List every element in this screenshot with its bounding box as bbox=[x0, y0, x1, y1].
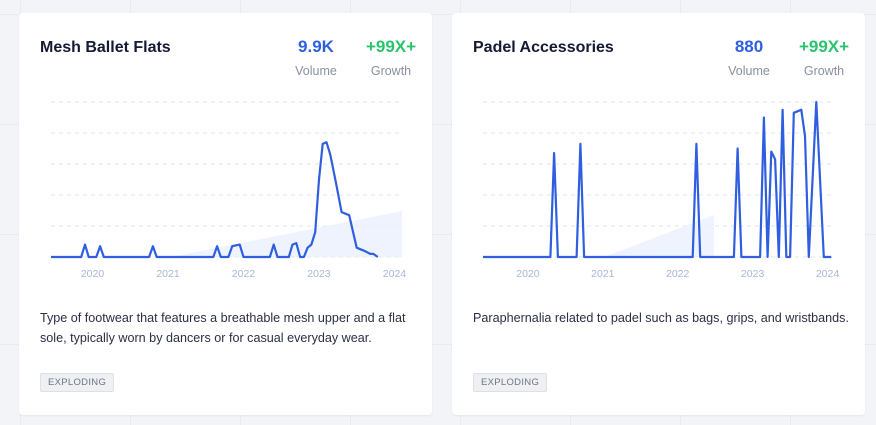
volume-metric: 880 Volume bbox=[714, 36, 784, 78]
volume-value: 880 bbox=[734, 37, 764, 56]
growth-value: +99X+ bbox=[365, 37, 417, 56]
card-title[interactable]: Mesh Ballet Flats bbox=[40, 39, 171, 56]
growth-metric: +99X+ Growth bbox=[784, 36, 864, 78]
trend-area bbox=[171, 211, 402, 257]
x-tick-label: 2020 bbox=[81, 268, 105, 280]
trend-card[interactable]: Mesh Ballet Flats 9.9K Volume +99X+ Grow… bbox=[19, 13, 432, 415]
x-tick-label: 2021 bbox=[591, 268, 615, 280]
growth-metric: +99X+ Growth bbox=[351, 36, 431, 78]
volume-label: Volume bbox=[295, 64, 337, 78]
x-tick-label: 2021 bbox=[156, 268, 180, 280]
growth-label: Growth bbox=[370, 64, 412, 78]
trend-card[interactable]: Padel Accessories 880 Volume +99X+ Growt… bbox=[452, 13, 865, 415]
card-description: Type of footwear that features a breatha… bbox=[40, 311, 406, 345]
growth-value: +99X+ bbox=[798, 37, 850, 56]
x-tick-label: 2020 bbox=[516, 268, 540, 280]
card-title[interactable]: Padel Accessories bbox=[473, 39, 614, 56]
volume-label: Volume bbox=[728, 64, 770, 78]
volume-value: 9.9K bbox=[298, 37, 334, 56]
trend-area bbox=[604, 215, 714, 257]
series-line bbox=[51, 141, 379, 259]
x-tick-label: 2023 bbox=[741, 268, 765, 280]
x-tick-label: 2022 bbox=[666, 268, 690, 280]
series-line bbox=[483, 100, 832, 259]
growth-label: Growth bbox=[803, 64, 845, 78]
card-description: Paraphernalia related to padel such as b… bbox=[473, 311, 849, 325]
status-badge: EXPLODING bbox=[473, 373, 548, 392]
x-tick-label: 2024 bbox=[383, 268, 407, 280]
status-badge: EXPLODING bbox=[40, 373, 115, 392]
volume-metric: 9.9K Volume bbox=[281, 36, 351, 78]
trend-chart[interactable]: 2020 2021 2022 2023 2024 bbox=[452, 93, 865, 303]
trend-chart[interactable]: 2020 2021 2022 2023 2024 bbox=[19, 93, 432, 303]
x-tick-label: 2023 bbox=[307, 268, 331, 280]
x-tick-label: 2022 bbox=[232, 268, 256, 280]
x-tick-label: 2024 bbox=[816, 268, 840, 280]
